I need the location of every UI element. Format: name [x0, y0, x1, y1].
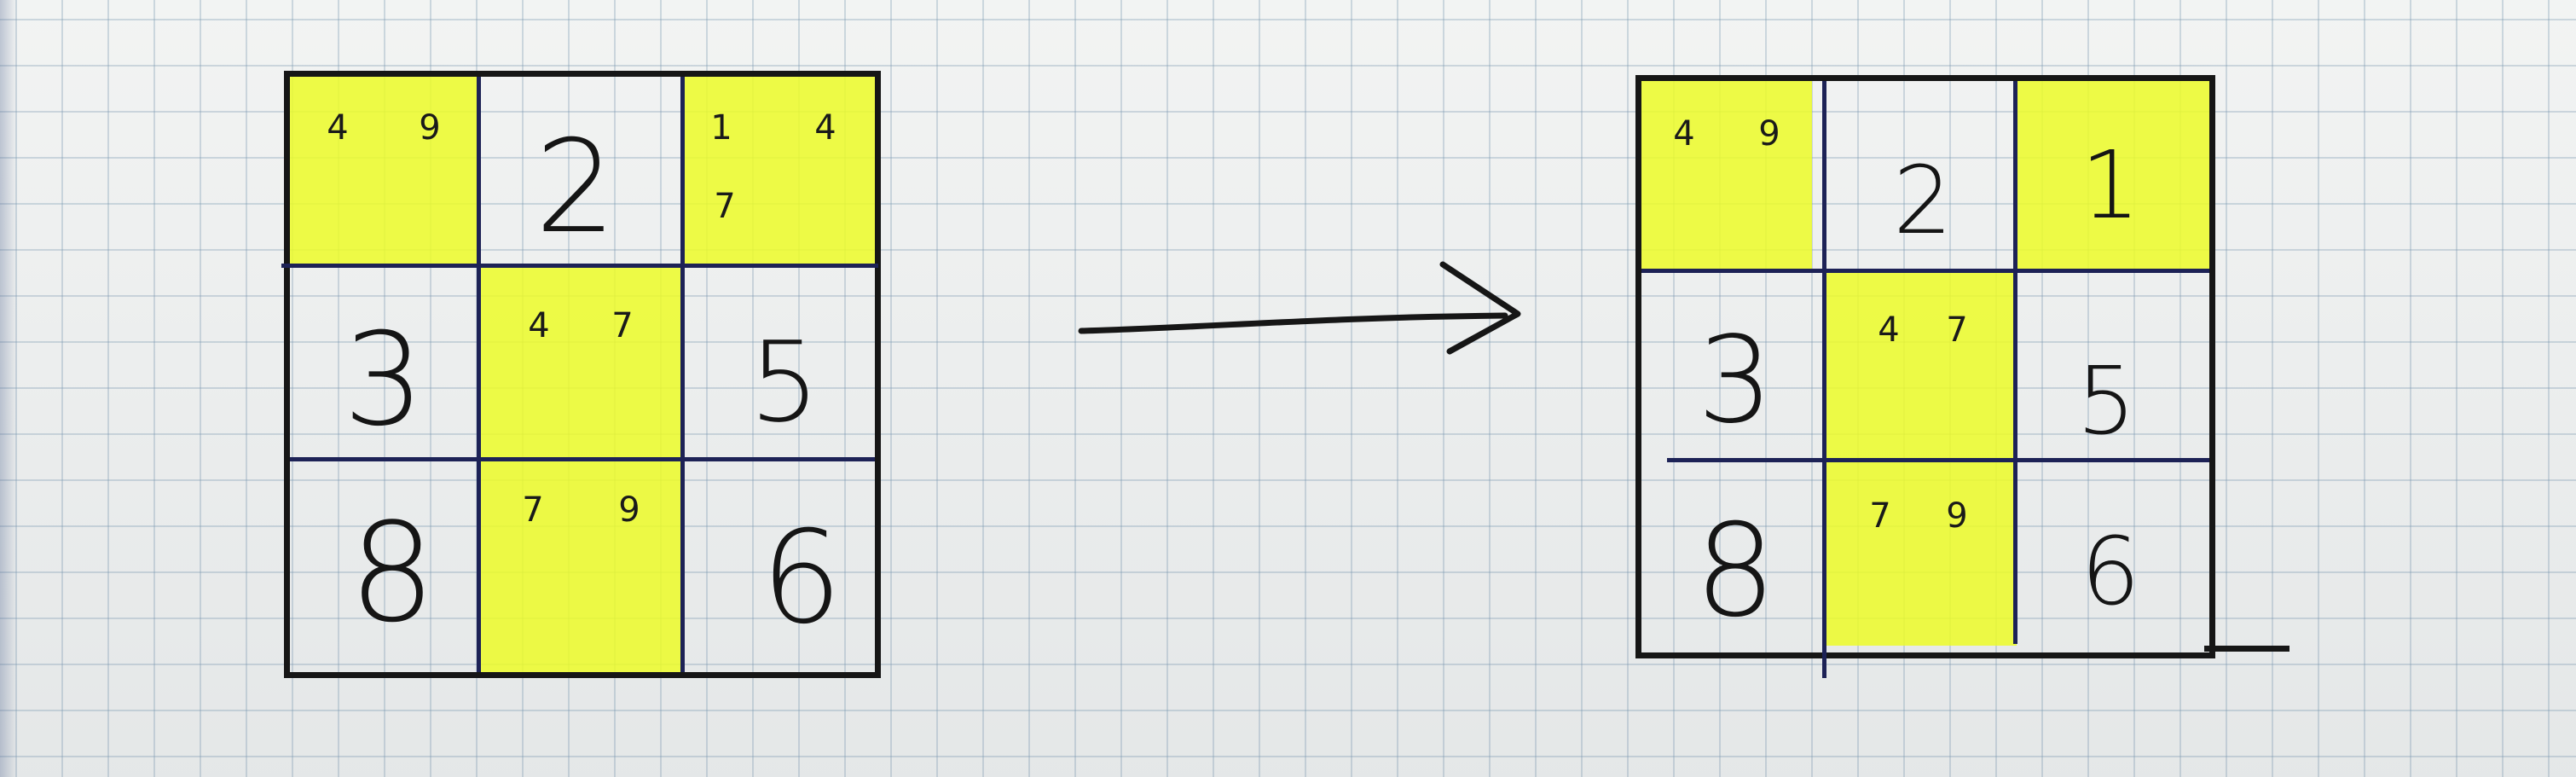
candidate-r3c2-a: 7	[1869, 496, 1891, 536]
page-edge-shadow	[0, 0, 17, 777]
sudoku-box-after: 4 9 2 1 3 4 7 5 8 7 9 6	[1635, 75, 2289, 678]
candidate-r1c1-a: 4	[1673, 114, 1695, 154]
digit-r2c3: 5	[2076, 346, 2136, 455]
grid-line-v2	[2013, 81, 2017, 644]
highlight-r2c2	[1825, 270, 2017, 460]
digit-r3c3: 6	[761, 504, 842, 652]
candidate-r2c2-b: 7	[1946, 310, 1968, 350]
highlight-r1c3	[2015, 81, 2209, 270]
candidate-r2c2-a: 4	[528, 306, 550, 345]
candidate-r3c2-a: 7	[522, 490, 544, 530]
transition-arrow-icon	[1078, 261, 1521, 355]
digit-r3c1: 8	[349, 493, 436, 652]
highlight-r1c3	[682, 77, 875, 266]
highlight-r1c1	[290, 77, 479, 266]
candidate-r1c3-b: 4	[814, 108, 836, 148]
highlight-r2c2	[479, 266, 682, 459]
grid-line-h1	[281, 264, 878, 268]
grid-line-h2	[290, 457, 875, 461]
candidate-r1c1-b: 9	[419, 108, 441, 148]
grid-line-bottom-extension	[2204, 646, 2289, 652]
digit-r2c3: 5	[749, 317, 820, 447]
grid-line-v1	[477, 77, 481, 672]
digit-r2c1: 3	[1697, 311, 1774, 450]
highlight-r3c2	[479, 459, 682, 672]
digit-r1c2: 2	[535, 113, 617, 262]
digit-r3c3: 6	[2081, 517, 2140, 626]
candidate-r2c2-a: 4	[1878, 310, 1900, 350]
highlight-r1c1	[1641, 81, 1812, 270]
highlight-r3c2	[1825, 460, 2017, 646]
candidate-r2c2-b: 7	[611, 306, 634, 345]
sudoku-box-before: 4 9 2 1 4 7 3 4 7 5 8 7 9 6	[281, 71, 881, 678]
digit-r3c1: 8	[1694, 497, 1776, 646]
candidate-r1c3-c: 7	[714, 187, 736, 226]
digit-r1c3: 1	[2081, 130, 2140, 240]
grid-line-h2	[1667, 458, 2209, 462]
grid-line-v2	[680, 77, 685, 672]
candidate-r3c2-b: 9	[1946, 496, 1968, 536]
grid-line-v1	[1822, 81, 1826, 678]
digit-r2c1: 3	[343, 306, 425, 455]
candidate-r1c1-b: 9	[1758, 114, 1780, 154]
digit-r1c2: 2	[1893, 146, 1953, 255]
candidate-r1c3-a: 1	[710, 108, 732, 148]
candidate-r1c1-a: 4	[327, 108, 349, 148]
grid-line-h1	[1641, 269, 2209, 273]
candidate-r3c2-b: 9	[618, 490, 640, 530]
